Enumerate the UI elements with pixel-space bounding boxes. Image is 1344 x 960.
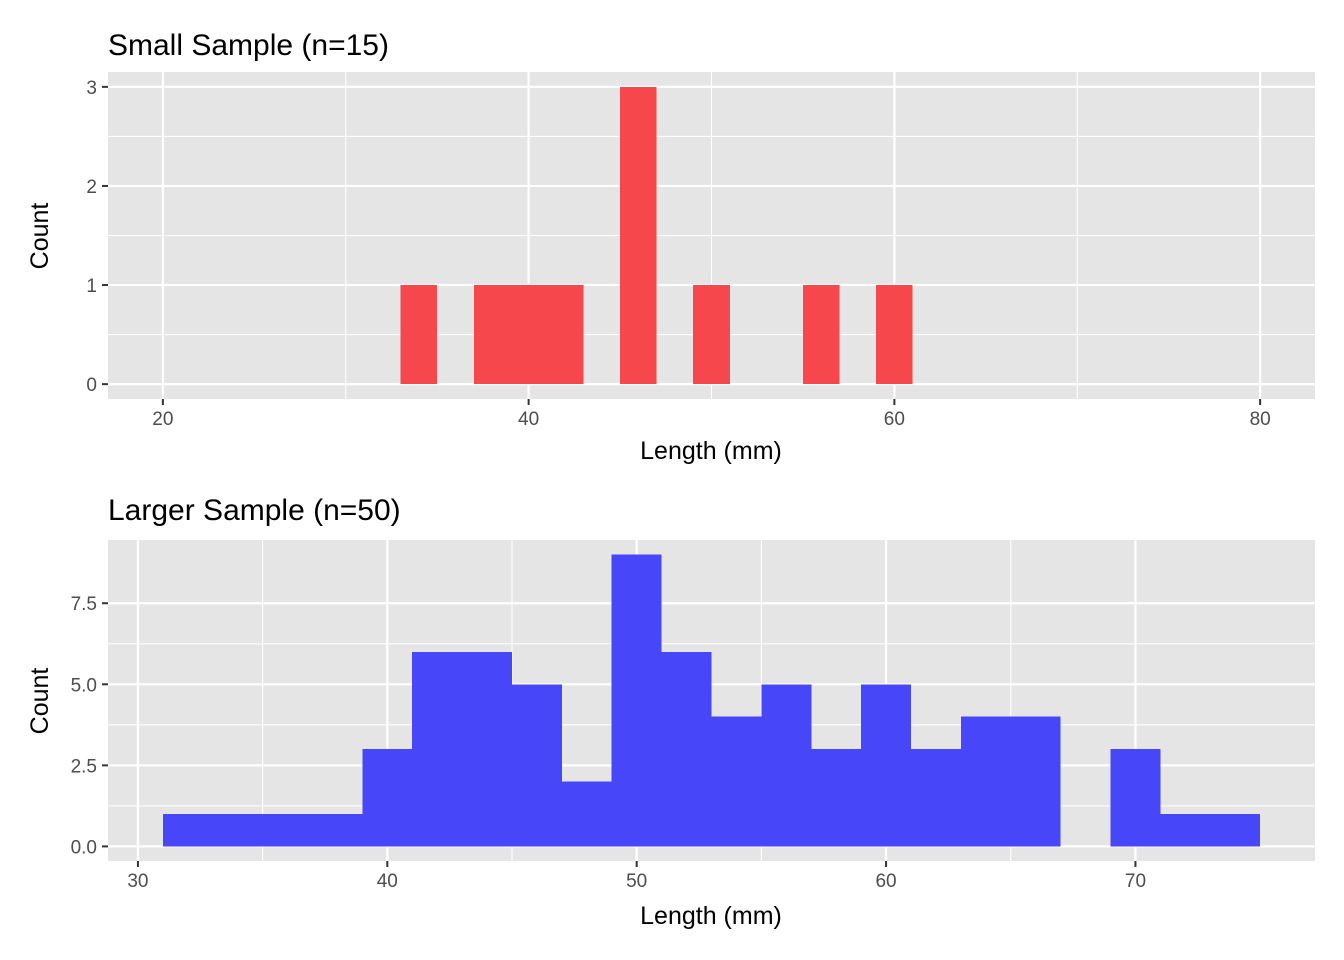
x-tick-label: 20 [152,409,173,430]
histogram-bar [661,651,712,847]
histogram-bar [811,749,862,847]
larger-sample-chart: Larger Sample (n=50) 0.0 2.5 5.0 7.5 30 40 50… [26,494,1315,930]
y-tick-label: 5.0 [71,675,97,696]
histogram-bar [212,813,263,847]
histogram-bar [876,285,913,385]
histogram-bar [262,813,313,847]
y-tick-label: 0 [86,375,97,396]
chart-title: Larger Sample (n=50) [108,494,401,527]
histogram-bar [462,651,512,847]
histogram-bar [400,285,438,385]
histogram-bar [611,554,662,847]
histogram-bar [911,749,961,847]
histogram-bars [400,86,913,385]
histogram-bar [1160,813,1211,847]
y-axis-title: Count [26,668,54,735]
small-sample-chart: Small Sample (n=15) 0 1 2 3 20 40 60 80 Length… [26,29,1315,465]
histogram-bar [960,716,1011,847]
histogram-bar [546,285,584,385]
histogram-bar [761,684,812,847]
histogram-bar [412,651,463,847]
histogram-bar [802,285,840,385]
histogram-bar [1010,716,1061,847]
x-axis-title: Length (mm) [640,437,782,465]
x-tick-label: 80 [1250,409,1271,430]
y-tick-label: 1 [86,276,97,297]
y-axis-title: Count [26,203,54,270]
x-axis-ticks: 20 40 60 80 [152,399,1271,430]
x-tick-label: 70 [1125,871,1146,892]
histogram-bar [162,813,213,847]
x-tick-label: 30 [127,871,148,892]
histogram-bar [362,749,413,847]
histogram-bar [693,285,730,385]
x-axis-title: Length (mm) [640,902,782,930]
histogram-bar [510,285,547,385]
y-axis-ticks: 0 1 2 3 [86,78,108,396]
x-axis-ticks: 30 40 50 60 70 [127,861,1146,892]
histogram-bar [561,781,612,847]
chart-title: Small Sample (n=15) [108,29,389,62]
histogram-bar [861,684,912,847]
x-tick-label: 60 [875,871,896,892]
x-tick-label: 60 [884,409,905,430]
x-tick-label: 40 [518,409,539,430]
histogram-bar [620,86,657,385]
y-tick-label: 0.0 [71,837,97,858]
histogram-bar [1110,749,1161,847]
x-tick-label: 50 [626,871,647,892]
y-tick-label: 2.5 [71,756,97,777]
histogram-bar [1210,813,1261,847]
y-tick-label: 7.5 [71,594,97,615]
histogram-bar [511,684,562,847]
x-tick-label: 40 [377,871,398,892]
histogram-bar [473,285,511,385]
y-axis-ticks: 0.0 2.5 5.0 7.5 [71,594,108,858]
y-tick-label: 2 [86,177,97,198]
y-tick-label: 3 [86,78,97,99]
histogram-bar [312,813,363,847]
histogram-bar [711,716,762,847]
histogram-bars [162,554,1261,847]
